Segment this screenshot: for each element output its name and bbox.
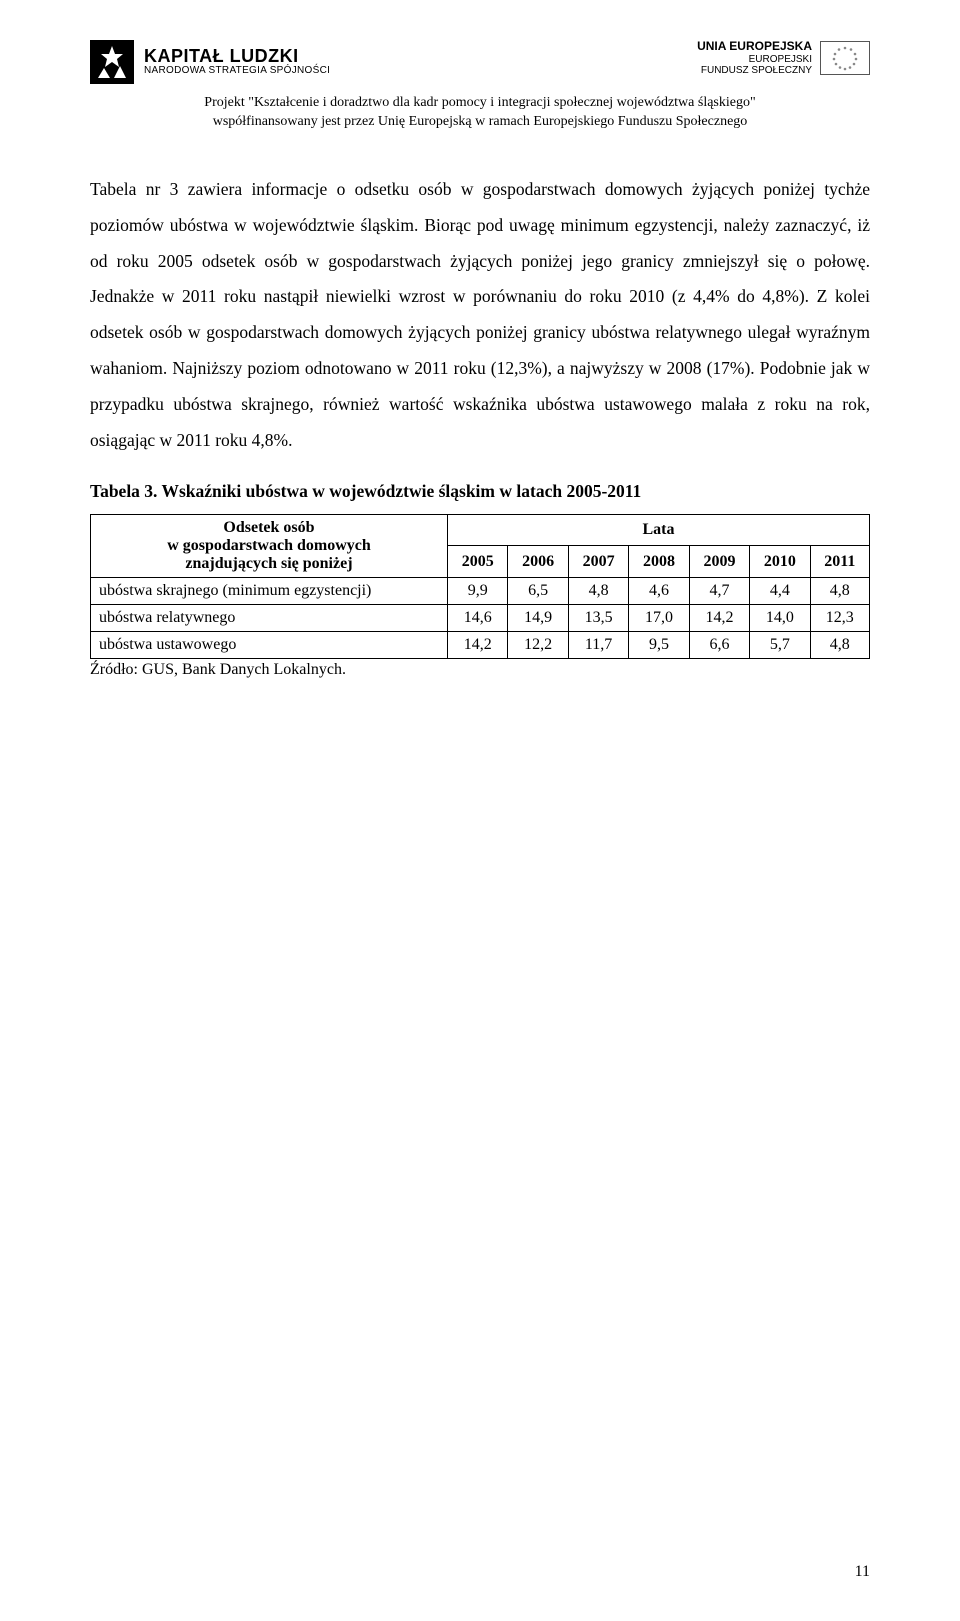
project-note-line2: współfinansowany jest przez Unię Europej… (213, 114, 748, 129)
cell: 4,6 (629, 577, 689, 604)
cell: 4,7 (689, 577, 749, 604)
table-source: Źródło: GUS, Bank Danych Lokalnych. (90, 661, 870, 679)
cell: 14,0 (750, 604, 810, 631)
table-rowheader-cell: Odsetek osób w gospodarstwach domowych z… (91, 514, 448, 577)
col-year: 2006 (508, 546, 568, 578)
row-label: ubóstwa ustawowego (91, 631, 448, 658)
col-year: 2011 (810, 546, 869, 578)
col-year: 2010 (750, 546, 810, 578)
rowheader-line3: znajdujących się poniżej (185, 555, 352, 572)
poverty-indicators-table: Odsetek osób w gospodarstwach domowych z… (90, 514, 870, 659)
cell: 14,2 (447, 631, 507, 658)
cell: 4,8 (810, 577, 869, 604)
cell: 4,8 (810, 631, 869, 658)
project-note: Projekt "Kształcenie i doradztwo dla kad… (90, 94, 870, 132)
cell: 6,5 (508, 577, 568, 604)
table-superheader: Lata (447, 514, 869, 546)
cell: 12,2 (508, 631, 568, 658)
cell: 6,6 (689, 631, 749, 658)
cell: 11,7 (568, 631, 628, 658)
cell: 9,9 (447, 577, 507, 604)
row-label: ubóstwa skrajnego (minimum egzystencji) (91, 577, 448, 604)
cell: 4,8 (568, 577, 628, 604)
eu-line3: FUNDUSZ SPOŁECZNY (697, 65, 812, 77)
kapital-ludzki-icon (90, 40, 134, 84)
header: KAPITAŁ LUDZKI NARODOWA STRATEGIA SPÓJNO… (90, 40, 870, 84)
table-caption: Tabela 3. Wskaźniki ubóstwa w województw… (90, 481, 870, 502)
cell: 14,9 (508, 604, 568, 631)
cell: 4,4 (750, 577, 810, 604)
body-paragraph: Tabela nr 3 zawiera informacje o odsetku… (90, 172, 870, 459)
table-row: ubóstwa relatywnego 14,6 14,9 13,5 17,0 … (91, 604, 870, 631)
rowheader-line1: Odsetek osób (223, 519, 314, 536)
col-year: 2005 (447, 546, 507, 578)
rowheader-line2: w gospodarstwach domowych (167, 537, 371, 554)
cell: 9,5 (629, 631, 689, 658)
table-row: ubóstwa skrajnego (minimum egzystencji) … (91, 577, 870, 604)
col-year: 2009 (689, 546, 749, 578)
cell: 12,3 (810, 604, 869, 631)
left-logo-text: KAPITAŁ LUDZKI NARODOWA STRATEGIA SPÓJNO… (144, 47, 330, 76)
cell: 17,0 (629, 604, 689, 631)
cell: 14,6 (447, 604, 507, 631)
left-logo-subtitle: NARODOWA STRATEGIA SPÓJNOŚCI (144, 66, 330, 77)
row-label: ubóstwa relatywnego (91, 604, 448, 631)
cell: 13,5 (568, 604, 628, 631)
page-number: 11 (855, 1563, 870, 1581)
right-logo-text: UNIA EUROPEJSKA EUROPEJSKI FUNDUSZ SPOŁE… (697, 40, 812, 77)
left-logo-group: KAPITAŁ LUDZKI NARODOWA STRATEGIA SPÓJNO… (90, 40, 330, 84)
left-logo-title: KAPITAŁ LUDZKI (144, 47, 330, 66)
table-row: ubóstwa ustawowego 14,2 12,2 11,7 9,5 6,… (91, 631, 870, 658)
col-year: 2008 (629, 546, 689, 578)
eu-flag-icon (820, 41, 870, 75)
cell: 14,2 (689, 604, 749, 631)
col-year: 2007 (568, 546, 628, 578)
cell: 5,7 (750, 631, 810, 658)
eu-line2: EUROPEJSKI (697, 54, 812, 66)
project-note-line1: Projekt "Kształcenie i doradztwo dla kad… (204, 95, 755, 110)
right-logo-group: UNIA EUROPEJSKA EUROPEJSKI FUNDUSZ SPOŁE… (697, 40, 870, 77)
eu-line1: UNIA EUROPEJSKA (697, 40, 812, 54)
